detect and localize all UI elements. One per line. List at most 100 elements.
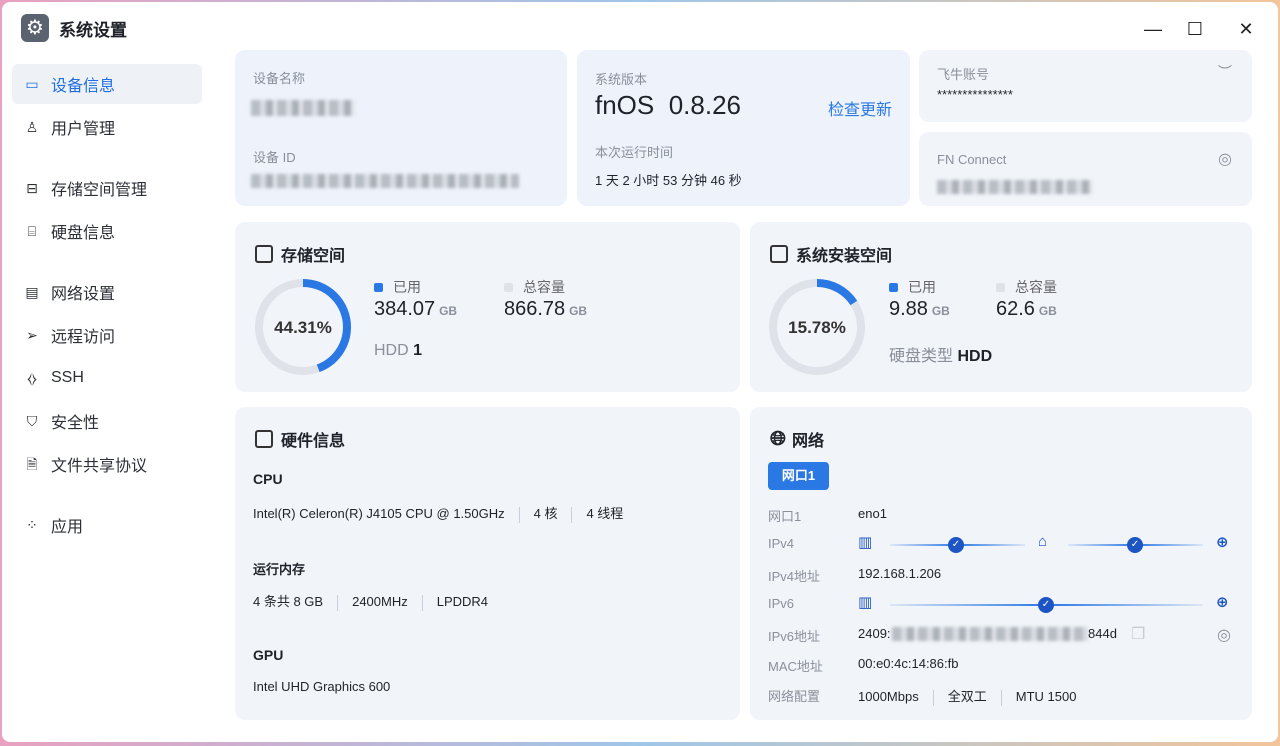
ipv6-address-redacted <box>892 627 1088 641</box>
device-id-label: 设备 ID <box>253 150 296 165</box>
system-space-card: 系统安装空间 15.78% 已用 9.88 GB 总容量 62.6 GB 硬盘类… <box>750 222 1252 392</box>
sidebar-item-label: 网络设置 <box>51 286 116 303</box>
eye-icon[interactable]: ◎ <box>1217 627 1231 644</box>
send-icon: ➢ <box>26 327 38 343</box>
account-label: 飞牛账号 <box>937 67 990 82</box>
disk-type: HDD 1 <box>374 342 423 359</box>
mac-value: 00:e0:4c:14:86:fb <box>858 656 959 671</box>
port-label: 网口1 <box>768 509 802 524</box>
total-value: 866.78 GB <box>504 298 588 320</box>
sidebar-item-label: 远程访问 <box>51 329 116 346</box>
total-legend: 总容量 <box>996 277 1057 297</box>
sidebar-item-security[interactable]: ⛉ 安全性 <box>12 401 202 441</box>
tab-port1[interactable]: 网口1 <box>768 462 829 490</box>
hardware-card: 硬件信息 CPU Intel(R) Celeron(R) J4105 CPU @… <box>235 407 740 720</box>
sidebar-item-apps[interactable]: ⁘ 应用 <box>12 505 202 545</box>
ipv6-label: IPv6 <box>768 596 795 611</box>
sidebar-item-device-info[interactable]: ▭ 设备信息 <box>12 64 202 104</box>
minimize-button[interactable]: — <box>1144 19 1162 39</box>
storage-percent: 44.31% <box>274 318 332 337</box>
storage-icon <box>255 245 273 263</box>
system-space-title: 系统安装空间 <box>770 242 892 266</box>
sidebar-item-label: 应用 <box>51 519 84 536</box>
total-value: 62.6 GB <box>996 298 1057 320</box>
sidebar-item-users[interactable]: ♙ 用户管理 <box>12 107 202 147</box>
ipv6-address-label: IPv6地址 <box>768 629 821 644</box>
gpu-value: Intel UHD Graphics 600 <box>253 679 391 694</box>
maximize-button[interactable]: ☐ <box>1186 19 1204 39</box>
version-value: fnOS 0.8.26 <box>595 90 741 120</box>
device-name-label: 设备名称 <box>253 71 306 86</box>
copy-icon[interactable]: ❐ <box>1131 626 1146 643</box>
total-legend: 总容量 <box>504 277 565 297</box>
title-bar: ⚙ 系统设置 — ☐ ✕ <box>2 2 1278 54</box>
nic-icon: ▥ <box>858 534 873 551</box>
check-icon: ✓ <box>948 537 964 553</box>
check-icon: ✓ <box>1127 537 1143 553</box>
uptime-value: 1 天 2 小时 53 分钟 46 秒 <box>595 173 742 188</box>
sidebar-item-label: 存储空间管理 <box>51 182 148 199</box>
version-label: 系统版本 <box>595 72 648 87</box>
file-icon: 🗎 <box>26 456 38 472</box>
ipv4-address-value: 192.168.1.206 <box>858 566 942 581</box>
close-button[interactable]: ✕ <box>1238 19 1254 39</box>
fn-connect-redacted <box>937 180 1093 194</box>
user-gear-icon: ♙ <box>25 119 39 135</box>
gear-icon: ⚙ <box>21 14 49 42</box>
sidebar-item-storage[interactable]: ⊟ 存储空间管理 <box>12 168 202 208</box>
fn-connect-card: FN Connect ◎ <box>919 132 1252 206</box>
router-icon: ⌂ <box>1038 533 1048 550</box>
memory-value: 4 条共 8 GB 2400MHz LPDDR4 <box>253 594 489 611</box>
network-title-text: 网络 <box>792 433 825 450</box>
monitor-icon: ▭ <box>25 76 39 92</box>
cpu-label: CPU <box>253 471 283 487</box>
mac-label: MAC地址 <box>768 659 823 674</box>
system-space-title-text: 系统安装空间 <box>796 248 893 265</box>
fn-connect-label: FN Connect <box>937 152 1007 167</box>
globe-icon: ⊕ <box>1216 594 1229 611</box>
device-id-redacted <box>251 174 519 188</box>
sidebar-item-ssh[interactable]: ⧼⧽ SSH <box>12 358 202 398</box>
sidebar-item-file-sharing[interactable]: 🗎 文件共享协议 <box>12 444 202 484</box>
globe-icon: 🌐︎ <box>770 427 786 450</box>
network-icon: ▤ <box>25 284 39 300</box>
uptime-label: 本次运行时间 <box>595 145 674 160</box>
sidebar-item-label: SSH <box>51 369 84 386</box>
ring-progress <box>255 279 351 375</box>
ipv6-address-start: 2409: <box>858 626 891 641</box>
nic-icon: ▥ <box>858 594 873 611</box>
disk-type: 硬盘类型 HDD <box>889 348 993 365</box>
network-card: 🌐︎ 网络 网口1 网口1 eno1 IPv4 ▥ ✓ ⌂ ✓ ⊕ IPv4地址 … <box>750 407 1252 720</box>
used-value: 9.88 GB <box>889 298 950 320</box>
network-title: 🌐︎ 网络 <box>770 427 824 451</box>
hardware-title: 硬件信息 <box>255 427 345 451</box>
sidebar-item-label: 文件共享协议 <box>51 458 148 475</box>
disk-icon <box>770 245 788 263</box>
main-content: 设备名称 设备 ID 系统版本 fnOS 0.8.26 检查更新 本次运行时间 … <box>211 50 1278 742</box>
storage-title-text: 存储空间 <box>281 248 346 265</box>
sidebar-item-label: 用户管理 <box>51 121 116 138</box>
storage-card: 存储空间 44.31% 已用 384.07 GB 总容量 866.78 GB H… <box>235 222 740 392</box>
globe-icon: ⊕ <box>1216 534 1229 551</box>
used-legend: 已用 <box>889 277 936 297</box>
ipv4-label: IPv4 <box>768 536 795 551</box>
used-value: 384.07 GB <box>374 298 458 320</box>
storage-ring <box>255 279 351 375</box>
shield-icon: ⛉ <box>26 413 38 429</box>
eye-icon[interactable]: ◎ <box>1218 151 1232 168</box>
ipv4-address-label: IPv4地址 <box>768 569 821 584</box>
code-icon: ⧼⧽ <box>27 370 37 386</box>
system-space-ring <box>769 279 865 375</box>
eye-closed-icon[interactable]: ︶ <box>1218 64 1232 80</box>
cpu-value: Intel(R) Celeron(R) J4105 CPU @ 1.50GHz 4… <box>253 506 624 523</box>
check-update-link[interactable]: 检查更新 <box>827 102 892 119</box>
sidebar-item-disk[interactable]: ⌸ 硬盘信息 <box>12 211 202 251</box>
config-label: 网络配置 <box>768 689 821 704</box>
sidebar-item-remote[interactable]: ➢ 远程访问 <box>12 315 202 355</box>
sidebar-item-network[interactable]: ▤ 网络设置 <box>12 272 202 312</box>
system-space-percent: 15.78% <box>788 318 846 337</box>
sidebar: ▭ 设备信息 ♙ 用户管理 ⊟ 存储空间管理 ⌸ 硬盘信息 ▤ 网络设置 ➢ 远程访问 ⧼⧽… <box>2 54 211 742</box>
hardware-title-text: 硬件信息 <box>281 433 346 450</box>
ipv6-address-end: 844d <box>1088 626 1117 641</box>
